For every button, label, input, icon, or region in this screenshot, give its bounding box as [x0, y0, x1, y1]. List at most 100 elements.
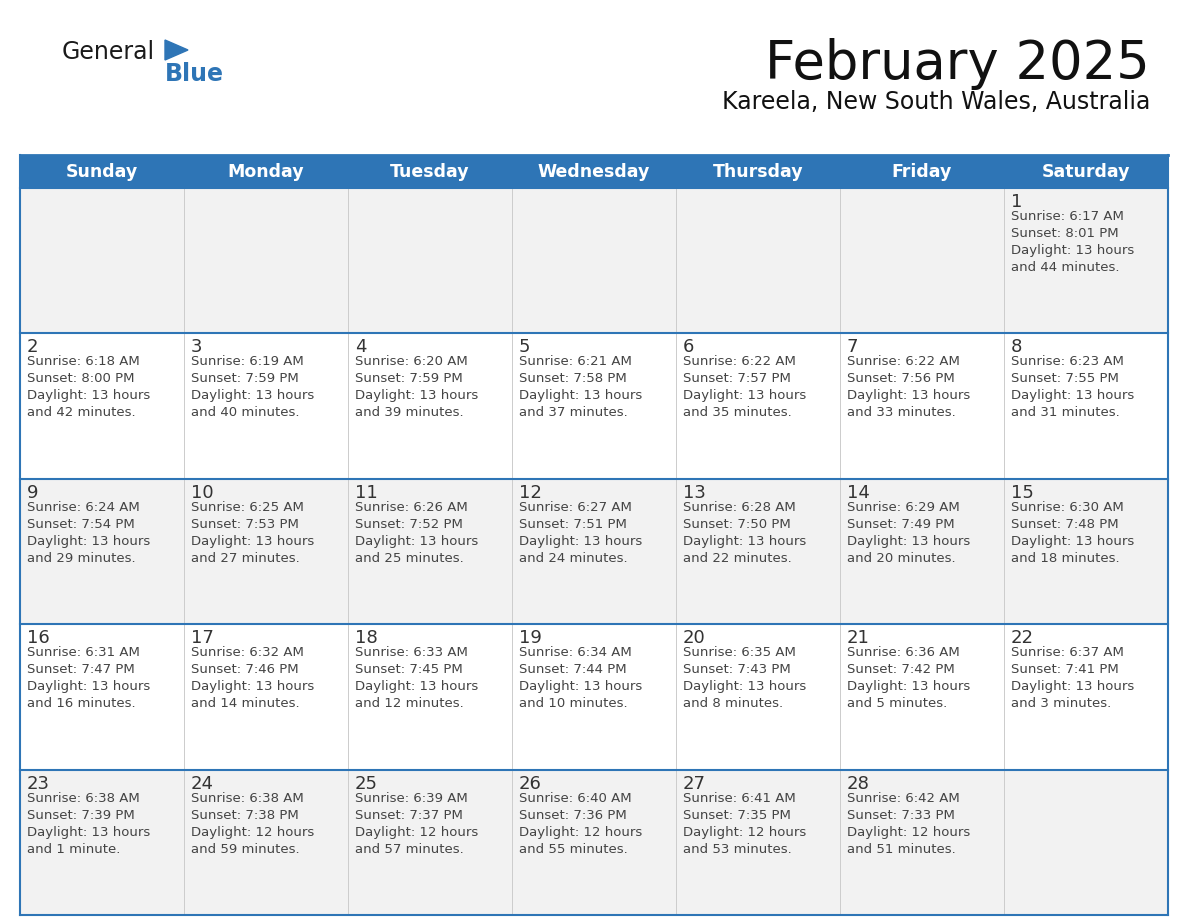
- Text: Daylight: 13 hours: Daylight: 13 hours: [1011, 244, 1135, 257]
- Bar: [676, 624, 840, 769]
- Bar: [840, 769, 1004, 915]
- Text: and 1 minute.: and 1 minute.: [27, 843, 120, 856]
- Text: 28: 28: [847, 775, 870, 792]
- Bar: [348, 188, 512, 333]
- Text: Sunday: Sunday: [65, 163, 138, 181]
- Bar: [512, 333, 676, 479]
- Text: Daylight: 12 hours: Daylight: 12 hours: [847, 825, 971, 839]
- Text: 13: 13: [683, 484, 706, 502]
- Text: Daylight: 13 hours: Daylight: 13 hours: [1011, 535, 1135, 548]
- Text: and 12 minutes.: and 12 minutes.: [355, 697, 463, 711]
- Text: Sunrise: 6:23 AM: Sunrise: 6:23 AM: [1011, 355, 1124, 368]
- Text: Daylight: 13 hours: Daylight: 13 hours: [847, 535, 971, 548]
- Text: Sunrise: 6:22 AM: Sunrise: 6:22 AM: [847, 355, 960, 368]
- Text: Daylight: 13 hours: Daylight: 13 hours: [847, 389, 971, 402]
- Text: and 22 minutes.: and 22 minutes.: [683, 552, 791, 565]
- Text: 23: 23: [27, 775, 50, 792]
- Bar: [184, 479, 348, 624]
- Bar: [20, 624, 184, 769]
- Text: and 40 minutes.: and 40 minutes.: [191, 407, 299, 420]
- Bar: [840, 188, 1004, 333]
- Text: Daylight: 13 hours: Daylight: 13 hours: [1011, 680, 1135, 693]
- Text: Sunset: 7:57 PM: Sunset: 7:57 PM: [683, 373, 791, 386]
- Text: 9: 9: [27, 484, 38, 502]
- Text: Daylight: 13 hours: Daylight: 13 hours: [27, 825, 150, 839]
- Text: Wednesday: Wednesday: [538, 163, 650, 181]
- Text: Sunset: 7:45 PM: Sunset: 7:45 PM: [355, 663, 463, 677]
- Bar: [840, 624, 1004, 769]
- Text: Sunrise: 6:37 AM: Sunrise: 6:37 AM: [1011, 646, 1124, 659]
- Text: Sunset: 8:01 PM: Sunset: 8:01 PM: [1011, 227, 1119, 240]
- Bar: [1004, 624, 1168, 769]
- Text: Sunrise: 6:34 AM: Sunrise: 6:34 AM: [519, 646, 632, 659]
- Text: Sunset: 7:43 PM: Sunset: 7:43 PM: [683, 663, 791, 677]
- Text: Sunset: 7:53 PM: Sunset: 7:53 PM: [191, 518, 299, 531]
- Text: 18: 18: [355, 629, 378, 647]
- Text: 26: 26: [519, 775, 542, 792]
- Text: Sunrise: 6:28 AM: Sunrise: 6:28 AM: [683, 501, 796, 514]
- Text: Sunrise: 6:21 AM: Sunrise: 6:21 AM: [519, 355, 632, 368]
- Text: Sunset: 7:49 PM: Sunset: 7:49 PM: [847, 518, 955, 531]
- Text: Sunset: 7:58 PM: Sunset: 7:58 PM: [519, 373, 627, 386]
- Text: Sunset: 7:36 PM: Sunset: 7:36 PM: [519, 809, 627, 822]
- Text: Sunset: 7:51 PM: Sunset: 7:51 PM: [519, 518, 627, 531]
- Text: 17: 17: [191, 629, 214, 647]
- Text: and 29 minutes.: and 29 minutes.: [27, 552, 135, 565]
- Text: Daylight: 13 hours: Daylight: 13 hours: [27, 389, 150, 402]
- Text: Daylight: 13 hours: Daylight: 13 hours: [683, 680, 807, 693]
- Text: Saturday: Saturday: [1042, 163, 1130, 181]
- Bar: [20, 769, 184, 915]
- Bar: [512, 624, 676, 769]
- Text: Sunrise: 6:19 AM: Sunrise: 6:19 AM: [191, 355, 304, 368]
- Text: and 33 minutes.: and 33 minutes.: [847, 407, 956, 420]
- Text: Daylight: 13 hours: Daylight: 13 hours: [683, 389, 807, 402]
- Text: Daylight: 13 hours: Daylight: 13 hours: [355, 680, 479, 693]
- Text: Sunrise: 6:40 AM: Sunrise: 6:40 AM: [519, 791, 632, 804]
- Bar: [184, 188, 348, 333]
- Text: Daylight: 12 hours: Daylight: 12 hours: [355, 825, 479, 839]
- Text: and 10 minutes.: and 10 minutes.: [519, 697, 627, 711]
- Bar: [1004, 479, 1168, 624]
- Bar: [348, 769, 512, 915]
- Text: Daylight: 13 hours: Daylight: 13 hours: [355, 389, 479, 402]
- Text: Sunrise: 6:20 AM: Sunrise: 6:20 AM: [355, 355, 468, 368]
- Text: Daylight: 13 hours: Daylight: 13 hours: [355, 535, 479, 548]
- Text: February 2025: February 2025: [765, 38, 1150, 90]
- Text: Daylight: 12 hours: Daylight: 12 hours: [683, 825, 807, 839]
- Text: Sunset: 7:52 PM: Sunset: 7:52 PM: [355, 518, 463, 531]
- Bar: [348, 624, 512, 769]
- Bar: [184, 624, 348, 769]
- Text: and 35 minutes.: and 35 minutes.: [683, 407, 791, 420]
- Bar: [676, 188, 840, 333]
- Text: Daylight: 13 hours: Daylight: 13 hours: [191, 535, 315, 548]
- Text: 2: 2: [27, 339, 38, 356]
- Text: and 16 minutes.: and 16 minutes.: [27, 697, 135, 711]
- Text: Sunset: 7:35 PM: Sunset: 7:35 PM: [683, 809, 791, 822]
- Text: Sunrise: 6:41 AM: Sunrise: 6:41 AM: [683, 791, 796, 804]
- Text: and 18 minutes.: and 18 minutes.: [1011, 552, 1119, 565]
- Text: Friday: Friday: [892, 163, 953, 181]
- Bar: [840, 333, 1004, 479]
- Text: Sunrise: 6:38 AM: Sunrise: 6:38 AM: [191, 791, 304, 804]
- Text: Sunset: 7:46 PM: Sunset: 7:46 PM: [191, 663, 298, 677]
- Text: Sunrise: 6:18 AM: Sunrise: 6:18 AM: [27, 355, 140, 368]
- Text: Sunset: 8:00 PM: Sunset: 8:00 PM: [27, 373, 134, 386]
- Bar: [676, 769, 840, 915]
- Text: and 55 minutes.: and 55 minutes.: [519, 843, 627, 856]
- Text: 7: 7: [847, 339, 859, 356]
- Bar: [20, 479, 184, 624]
- Bar: [184, 333, 348, 479]
- Text: and 27 minutes.: and 27 minutes.: [191, 552, 299, 565]
- Text: 14: 14: [847, 484, 870, 502]
- Text: Sunset: 7:39 PM: Sunset: 7:39 PM: [27, 809, 134, 822]
- Bar: [184, 769, 348, 915]
- Text: 8: 8: [1011, 339, 1023, 356]
- Text: Sunset: 7:56 PM: Sunset: 7:56 PM: [847, 373, 955, 386]
- Text: and 31 minutes.: and 31 minutes.: [1011, 407, 1120, 420]
- Text: and 14 minutes.: and 14 minutes.: [191, 697, 299, 711]
- Text: Sunrise: 6:25 AM: Sunrise: 6:25 AM: [191, 501, 304, 514]
- Bar: [512, 188, 676, 333]
- Text: Daylight: 13 hours: Daylight: 13 hours: [1011, 389, 1135, 402]
- Text: Sunset: 7:41 PM: Sunset: 7:41 PM: [1011, 663, 1119, 677]
- Text: and 59 minutes.: and 59 minutes.: [191, 843, 299, 856]
